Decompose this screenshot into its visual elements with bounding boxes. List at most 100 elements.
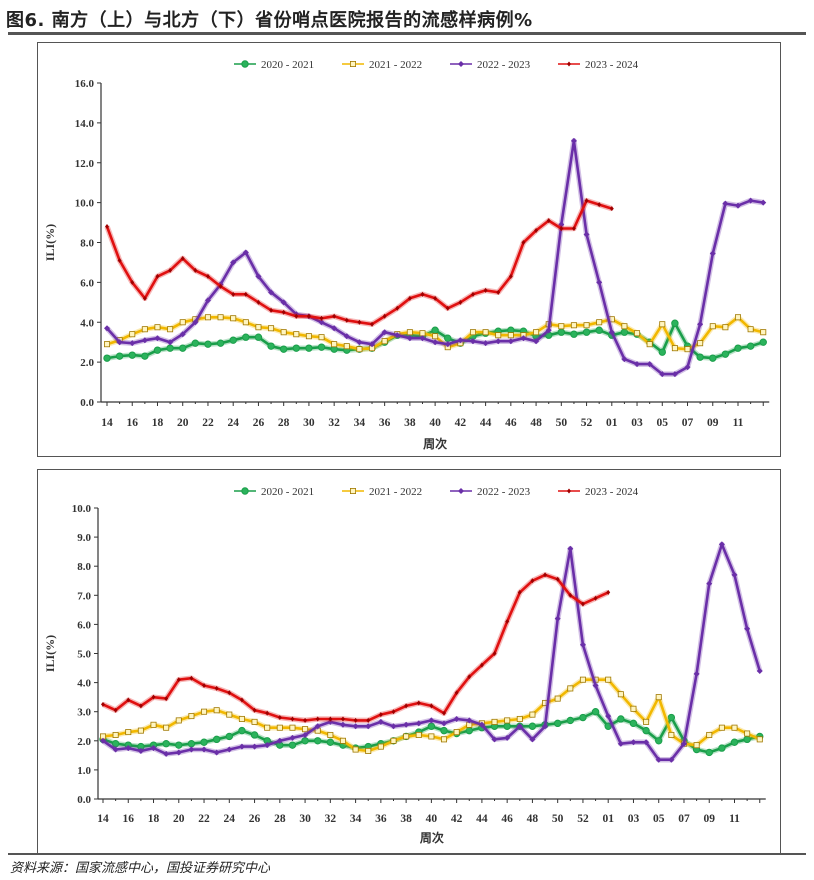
data-point [267,342,275,350]
data-point [370,321,375,327]
data-point [381,338,388,345]
data-point [381,329,388,336]
data-point [340,716,345,722]
data-point [202,683,207,689]
data-point [357,319,362,325]
data-point [201,746,208,753]
data-point [568,592,573,598]
data-point [239,697,244,703]
data-point [327,731,334,738]
data-point [593,595,598,601]
data-point [130,279,135,285]
data-point [580,601,585,607]
legend-marker-icon [567,488,571,494]
legend-item: 2022 - 2023 [450,486,531,498]
data-point [404,703,409,709]
legend-marker-icon [349,60,356,67]
data-point [530,578,535,584]
data-point [331,341,338,348]
data-point [746,342,755,350]
data-point [617,691,624,698]
legend-marker-icon [241,60,249,68]
data-point [579,713,587,722]
data-point [668,731,675,738]
data-point [584,198,589,204]
data-point [706,731,713,738]
data-point [617,740,624,747]
data-point [225,732,234,741]
x-tick-label: 07 [678,813,690,825]
data-point [658,348,666,356]
x-tick-label: 50 [552,813,564,825]
legend-item: 2020 - 2021 [234,486,314,498]
data-point [697,321,704,328]
x-tick-label: 36 [375,813,387,825]
data-point [352,746,359,753]
data-point [175,749,182,756]
data-point [469,338,476,345]
y-tick-label: 6.0 [80,277,94,289]
data-point [431,326,439,334]
data-point [391,709,396,715]
data-point [696,353,704,361]
data-point [428,717,435,724]
data-point [179,344,187,352]
x-tick-label: 52 [577,813,589,825]
y-tick-label: 7.0 [77,590,91,602]
legend-label: 2023 - 2024 [585,486,639,498]
data-point [579,641,586,648]
data-point [503,722,511,730]
data-point [507,332,514,339]
data-point [204,297,211,304]
x-tick-label: 16 [126,417,138,429]
series-line-glow [104,197,613,327]
data-point [597,202,602,208]
data-point [629,719,638,728]
y-tick-label: 10.0 [75,198,95,210]
y-tick-label: 0.0 [80,397,94,409]
data-point [595,326,603,334]
data-point [151,694,156,700]
data-point [671,345,678,352]
data-point [318,334,325,341]
data-point [634,361,641,368]
y-tick-label: 10.0 [72,503,92,515]
data-point [671,319,679,327]
y-tick-label: 3.0 [77,707,91,719]
legend-label: 2022 - 2023 [477,59,531,71]
legend-marker-icon [567,61,571,67]
x-tick-label: 14 [97,813,109,825]
data-point [369,341,376,348]
data-point [301,737,309,745]
data-point [306,313,311,319]
data-point [204,340,212,348]
data-point [734,344,742,352]
x-tick-label: 46 [505,417,517,429]
x-tick-label: 26 [249,813,261,825]
data-point [238,726,246,735]
x-tick-label: 26 [253,417,265,429]
data-point [251,718,258,725]
data-point [254,333,263,341]
data-point [747,197,754,204]
data-point [433,295,438,301]
data-point [432,339,439,346]
data-point [444,334,452,342]
x-tick-label: 11 [733,417,744,429]
data-point [504,717,511,724]
data-point [201,708,208,715]
data-point [302,726,309,733]
data-point [495,338,502,345]
data-point [432,333,439,340]
data-point [230,315,237,322]
data-point [596,279,603,286]
x-tick-label: 20 [173,813,185,825]
data-point [591,708,600,716]
data-point [406,329,413,336]
data-point [238,715,245,722]
data-point [125,729,132,736]
data-point [394,332,401,339]
legend-item: 2023 - 2024 [558,486,639,498]
data-point [492,651,497,656]
data-point [621,356,628,363]
